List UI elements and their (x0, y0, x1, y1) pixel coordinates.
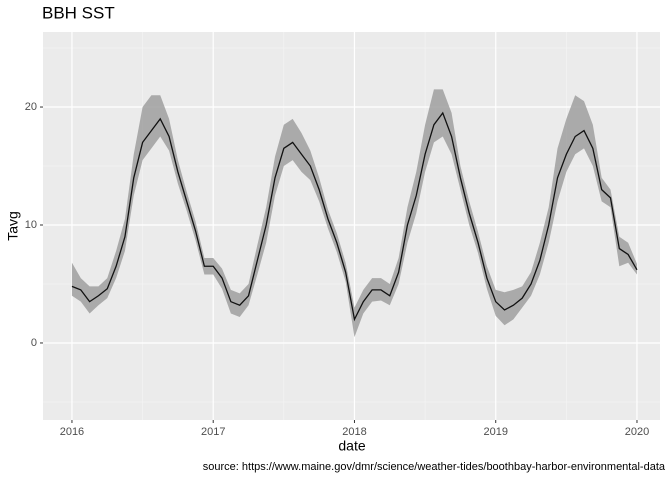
y-tick-label: 20 (25, 101, 37, 113)
y-tick-label: 0 (31, 337, 37, 349)
x-tick-label: 2019 (483, 426, 507, 438)
x-tick-label: 2020 (625, 426, 649, 438)
caption: source: https://www.maine.gov/dmr/scienc… (203, 461, 666, 473)
y-axis-label: Tavg (5, 211, 21, 241)
x-tick-label: 2016 (60, 426, 84, 438)
line (71, 111, 638, 322)
x-axis-label: date (338, 438, 365, 454)
chart-title: BBH SST (42, 3, 115, 22)
ribbon (71, 89, 637, 338)
x-tick-label: 2017 (201, 426, 225, 438)
y-tick-label: 10 (25, 219, 37, 231)
x-tick-label: 2018 (342, 426, 366, 438)
panel (43, 32, 660, 420)
